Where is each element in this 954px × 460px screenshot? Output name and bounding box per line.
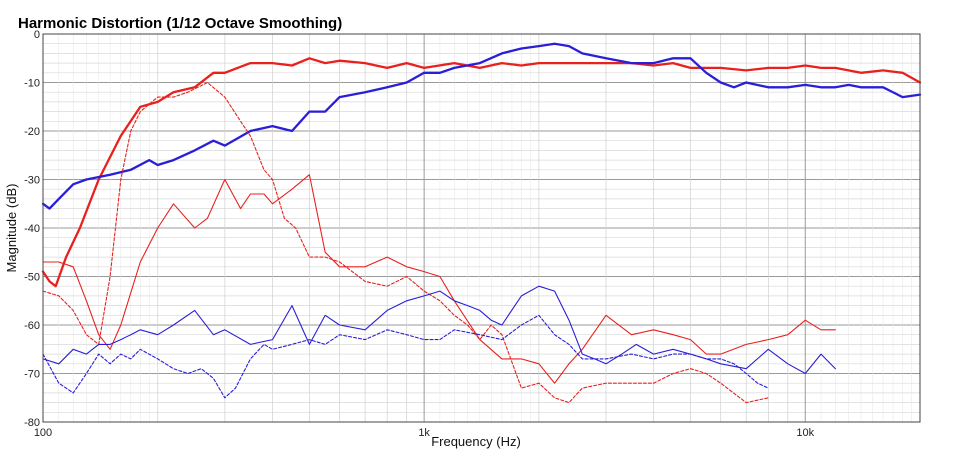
chart-title: Harmonic Distortion (1/12 Octave Smoothi…	[18, 15, 342, 32]
chart-series-group	[41, 42, 922, 404]
series-line-1-thick	[41, 57, 922, 288]
y-tick-label: -10	[24, 78, 40, 90]
y-tick-label: -40	[24, 223, 40, 235]
y-tick-label: -30	[24, 175, 40, 187]
y-tick-label: -20	[24, 126, 40, 138]
series-line-6-dashed	[42, 314, 769, 399]
y-tick-label: -50	[24, 272, 40, 284]
y-tick-label: -80	[24, 417, 40, 429]
x-tick-label: 100	[34, 427, 52, 439]
series-line-3-thin	[42, 174, 836, 384]
y-tick-label: -70	[24, 369, 40, 381]
y-tick-label: -60	[24, 320, 40, 332]
series-line-2-thick	[41, 42, 922, 210]
y-tick-label: 0	[34, 29, 40, 41]
series-line-5-thin	[42, 285, 836, 375]
series-line-4-dashed	[42, 81, 769, 404]
y-axis-label: Magnitude (dB)	[4, 184, 19, 273]
x-tick-label: 10k	[796, 427, 814, 439]
plot-frame	[42, 33, 921, 423]
x-tick-label: 1k	[418, 427, 430, 439]
x-axis-label: Frequency (Hz)	[431, 434, 521, 449]
